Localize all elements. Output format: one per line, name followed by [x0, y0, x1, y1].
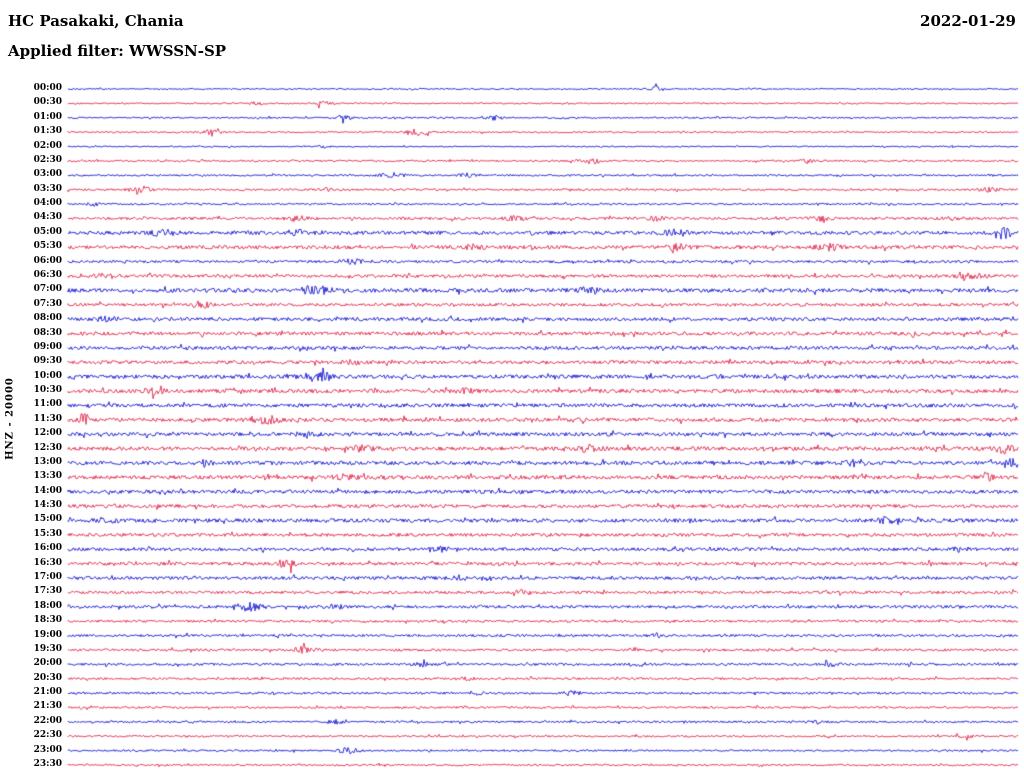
time-label: 21:30 [33, 701, 62, 712]
time-label: 04:00 [33, 198, 62, 209]
time-label: 16:00 [33, 543, 62, 554]
time-label: 06:00 [33, 255, 62, 266]
time-label: 22:00 [33, 715, 62, 726]
date-label: 2022-01-29 [920, 12, 1016, 30]
time-label: 16:30 [33, 557, 62, 568]
time-label: 13:30 [33, 471, 62, 482]
time-label: 17:30 [33, 586, 62, 597]
time-label: 18:00 [33, 600, 62, 611]
time-label: 05:30 [33, 241, 62, 252]
time-label: 11:00 [33, 399, 62, 410]
time-label: 10:00 [33, 370, 62, 381]
time-label: 14:00 [33, 485, 62, 496]
time-label: 12:30 [33, 442, 62, 453]
time-label: 02:00 [33, 140, 62, 151]
time-label: 08:30 [33, 327, 62, 338]
time-label: 06:30 [33, 269, 62, 280]
time-label: 20:00 [33, 658, 62, 669]
time-label: 21:00 [33, 687, 62, 698]
time-label: 03:30 [33, 183, 62, 194]
time-label: 09:30 [33, 356, 62, 367]
time-label: 23:00 [33, 744, 62, 755]
time-label: 04:30 [33, 212, 62, 223]
time-label: 07:30 [33, 298, 62, 309]
station-title: HC Pasakaki, Chania [8, 12, 184, 30]
time-label: 01:00 [33, 111, 62, 122]
time-label: 14:30 [33, 500, 62, 511]
time-label: 12:00 [33, 428, 62, 439]
time-label: 01:30 [33, 126, 62, 137]
time-label: 19:30 [33, 643, 62, 654]
filter-label: Applied filter: WWSSN-SP [8, 42, 227, 60]
time-label: 07:00 [33, 284, 62, 295]
time-label: 11:30 [33, 413, 62, 424]
time-label: 23:30 [33, 759, 62, 769]
time-label: 22:30 [33, 730, 62, 741]
time-label: 19:00 [33, 629, 62, 640]
time-label: 10:30 [33, 385, 62, 396]
time-label: 00:00 [33, 83, 62, 93]
time-label: 18:30 [33, 615, 62, 626]
time-label: 00:30 [33, 97, 62, 108]
time-label: 08:00 [33, 313, 62, 324]
channel-scale-label: HNZ - 20000 [4, 377, 16, 460]
time-label: 05:00 [33, 226, 62, 237]
time-label: 13:00 [33, 456, 62, 467]
time-label: 15:30 [33, 528, 62, 539]
time-label: 20:30 [33, 672, 62, 683]
time-label: 02:30 [33, 154, 62, 165]
time-label: 03:00 [33, 169, 62, 180]
time-label: 09:00 [33, 341, 62, 352]
time-label: 15:00 [33, 514, 62, 525]
time-label: 17:00 [33, 572, 62, 583]
